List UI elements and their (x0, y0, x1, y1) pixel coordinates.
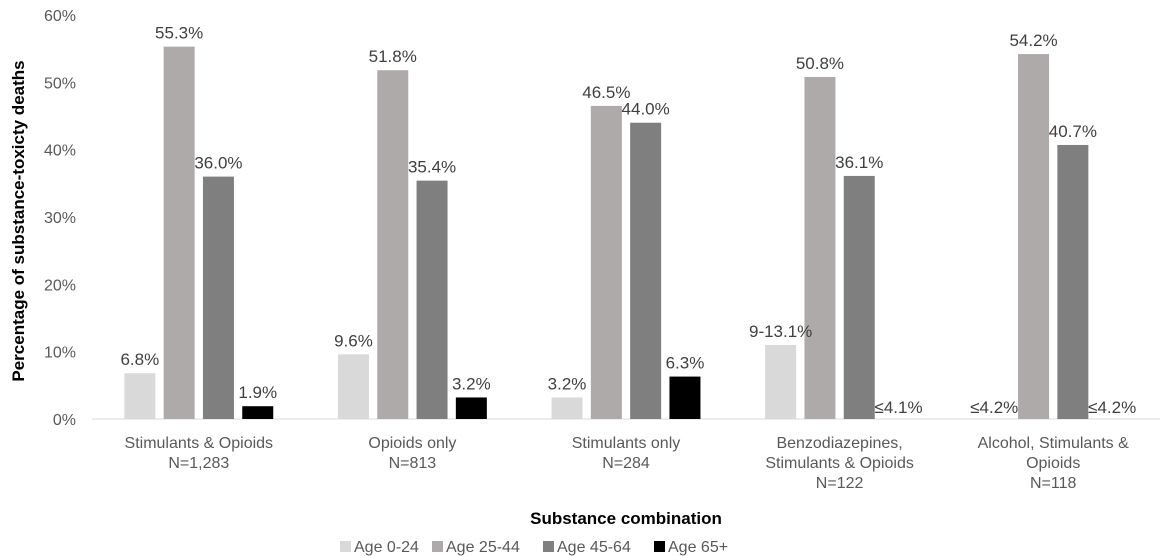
legend-swatch (654, 541, 665, 552)
data-label: 51.8% (369, 47, 417, 66)
y-tick-label: 50% (44, 75, 76, 92)
legend-label: Age 0-24 (354, 539, 419, 556)
bar (765, 344, 797, 419)
data-label: 3.2% (452, 374, 491, 393)
bar (590, 105, 622, 420)
data-label: 9-13.1% (749, 322, 812, 341)
data-label: 36.1% (835, 153, 883, 172)
category-label: N=284 (602, 455, 650, 472)
data-label: 6.8% (120, 350, 159, 369)
data-label: 50.8% (796, 54, 844, 73)
legend-swatch (340, 541, 351, 552)
legend-swatch (543, 541, 554, 552)
category-label: N=122 (816, 475, 864, 492)
legend: Age 0-24 Age 25-44 Age 45-64 Age 65+ (340, 539, 728, 556)
category-label: N=1,283 (168, 455, 229, 472)
y-tick-label: 30% (44, 210, 76, 227)
data-label: ≤4.1% (875, 398, 923, 417)
bar (163, 46, 195, 419)
data-label: 1.9% (238, 383, 277, 402)
data-label: 44.0% (622, 100, 670, 119)
data-label: 36.0% (194, 154, 242, 173)
data-label: 46.5% (582, 83, 630, 102)
bar (669, 376, 701, 419)
legend-label: Age 45-64 (557, 539, 631, 556)
legend-swatch (432, 541, 443, 552)
y-tick-label: 40% (44, 143, 76, 160)
bar (377, 70, 409, 420)
category-label: Stimulants & Opioids (125, 435, 274, 452)
bar (202, 176, 234, 419)
bar (1057, 144, 1089, 419)
y-axis-title: Percentage of substance-toxicty deaths (9, 60, 28, 381)
data-label: 35.4% (408, 158, 456, 177)
category-label: N=118 (1030, 475, 1077, 492)
y-tick-label: 60% (44, 8, 76, 25)
bar (551, 397, 583, 419)
category-label: Benzodiazepines, (776, 435, 902, 452)
legend-label: Age 25-44 (446, 539, 520, 556)
bar (1018, 54, 1050, 419)
bar (843, 175, 875, 419)
bar (416, 180, 448, 419)
legend-label: Age 65+ (668, 539, 728, 556)
bar (124, 373, 156, 419)
category-label: Stimulants & Opioids (765, 455, 914, 472)
category-label: N=813 (389, 455, 437, 472)
data-label: 55.3% (155, 24, 203, 43)
data-label: 9.6% (334, 331, 373, 350)
data-labels: 6.8% 55.3% 36.0% 1.9% 9.6% 51.8% 35.4% 3.2% 3.2%… (120, 24, 1136, 417)
y-tick-label: 0% (53, 412, 76, 429)
category-label: Stimulants only (572, 435, 681, 452)
bar (804, 76, 836, 420)
category-label: Opioids only (368, 435, 456, 452)
x-axis-title: Substance combination (530, 509, 722, 528)
data-label: 3.2% (548, 374, 587, 393)
data-label: ≤4.2% (970, 398, 1018, 417)
data-label: 40.7% (1049, 122, 1097, 141)
bar (242, 406, 274, 419)
bar (337, 354, 369, 419)
y-tick-label: 10% (44, 345, 76, 362)
bars (124, 46, 1089, 420)
data-label: 54.2% (1009, 31, 1057, 50)
bar (630, 122, 662, 419)
category-label: Alcohol, Stimulants & (978, 435, 1130, 452)
y-axis-ticks: 0% 10% 20% 30% 40% 50% 60% (44, 8, 76, 429)
category-label: Opioids (1026, 455, 1080, 472)
category-labels: Stimulants & Opioids N=1,283 Opioids only N… (125, 435, 1130, 492)
data-label: ≤4.2% (1088, 398, 1136, 417)
data-label: 6.3% (666, 354, 705, 373)
y-tick-label: 20% (44, 277, 76, 294)
bar (455, 397, 487, 419)
